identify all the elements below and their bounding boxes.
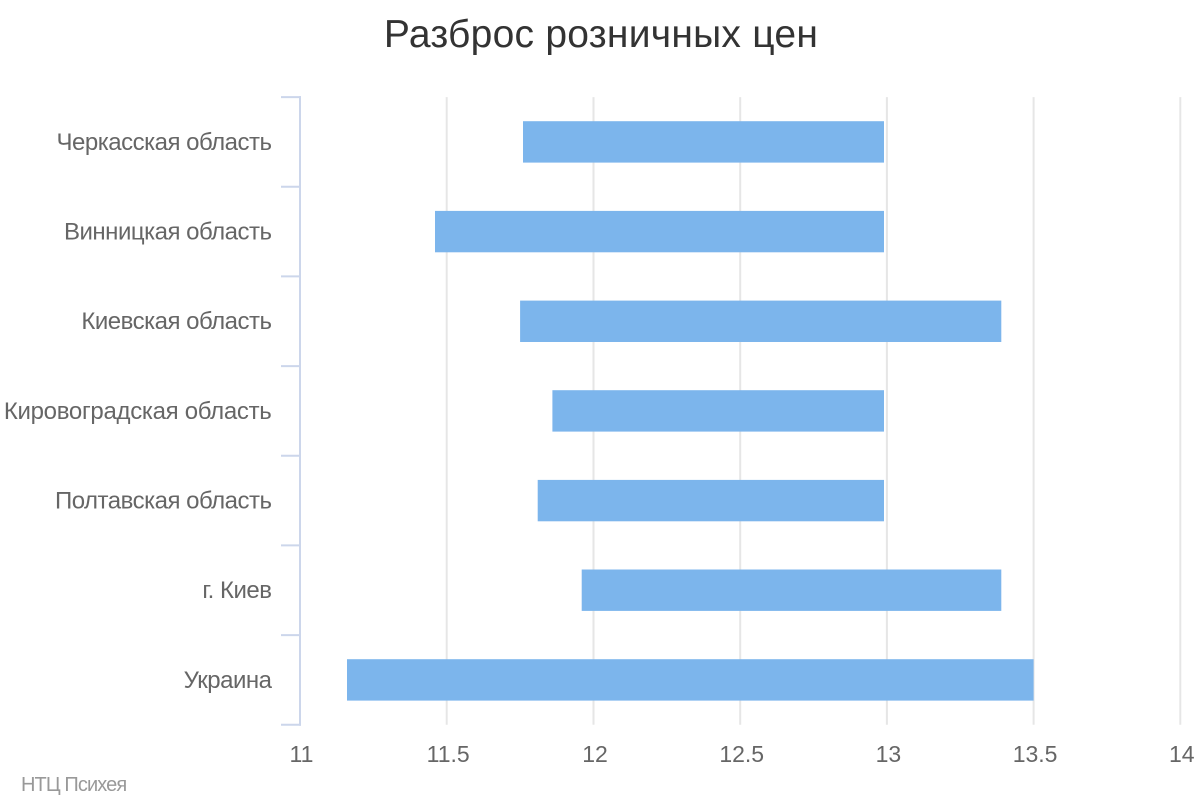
svg-text:11.5: 11.5 <box>427 741 470 767</box>
svg-text:НТЦ Психея: НТЦ Психея <box>21 774 126 796</box>
svg-text:Полтавская область: Полтавская область <box>55 488 272 515</box>
svg-text:12.5: 12.5 <box>719 741 764 767</box>
svg-text:Кировоградская область: Кировоградская область <box>4 398 272 425</box>
svg-text:14: 14 <box>1169 741 1195 767</box>
svg-text:Винницкая область: Винницкая область <box>64 219 271 246</box>
svg-text:13.5: 13.5 <box>1013 741 1058 767</box>
svg-text:г. Киев: г. Киев <box>202 577 271 604</box>
svg-text:Киевская область: Киевская область <box>81 308 271 335</box>
svg-text:12: 12 <box>582 741 608 767</box>
svg-text:Украина: Украина <box>184 667 273 694</box>
svg-text:Черкасская область: Черкасская область <box>57 129 272 156</box>
svg-text:11: 11 <box>290 741 314 767</box>
svg-text:13: 13 <box>876 741 902 767</box>
svg-text:Разброс розничных цен: Разброс розничных цен <box>384 13 818 56</box>
